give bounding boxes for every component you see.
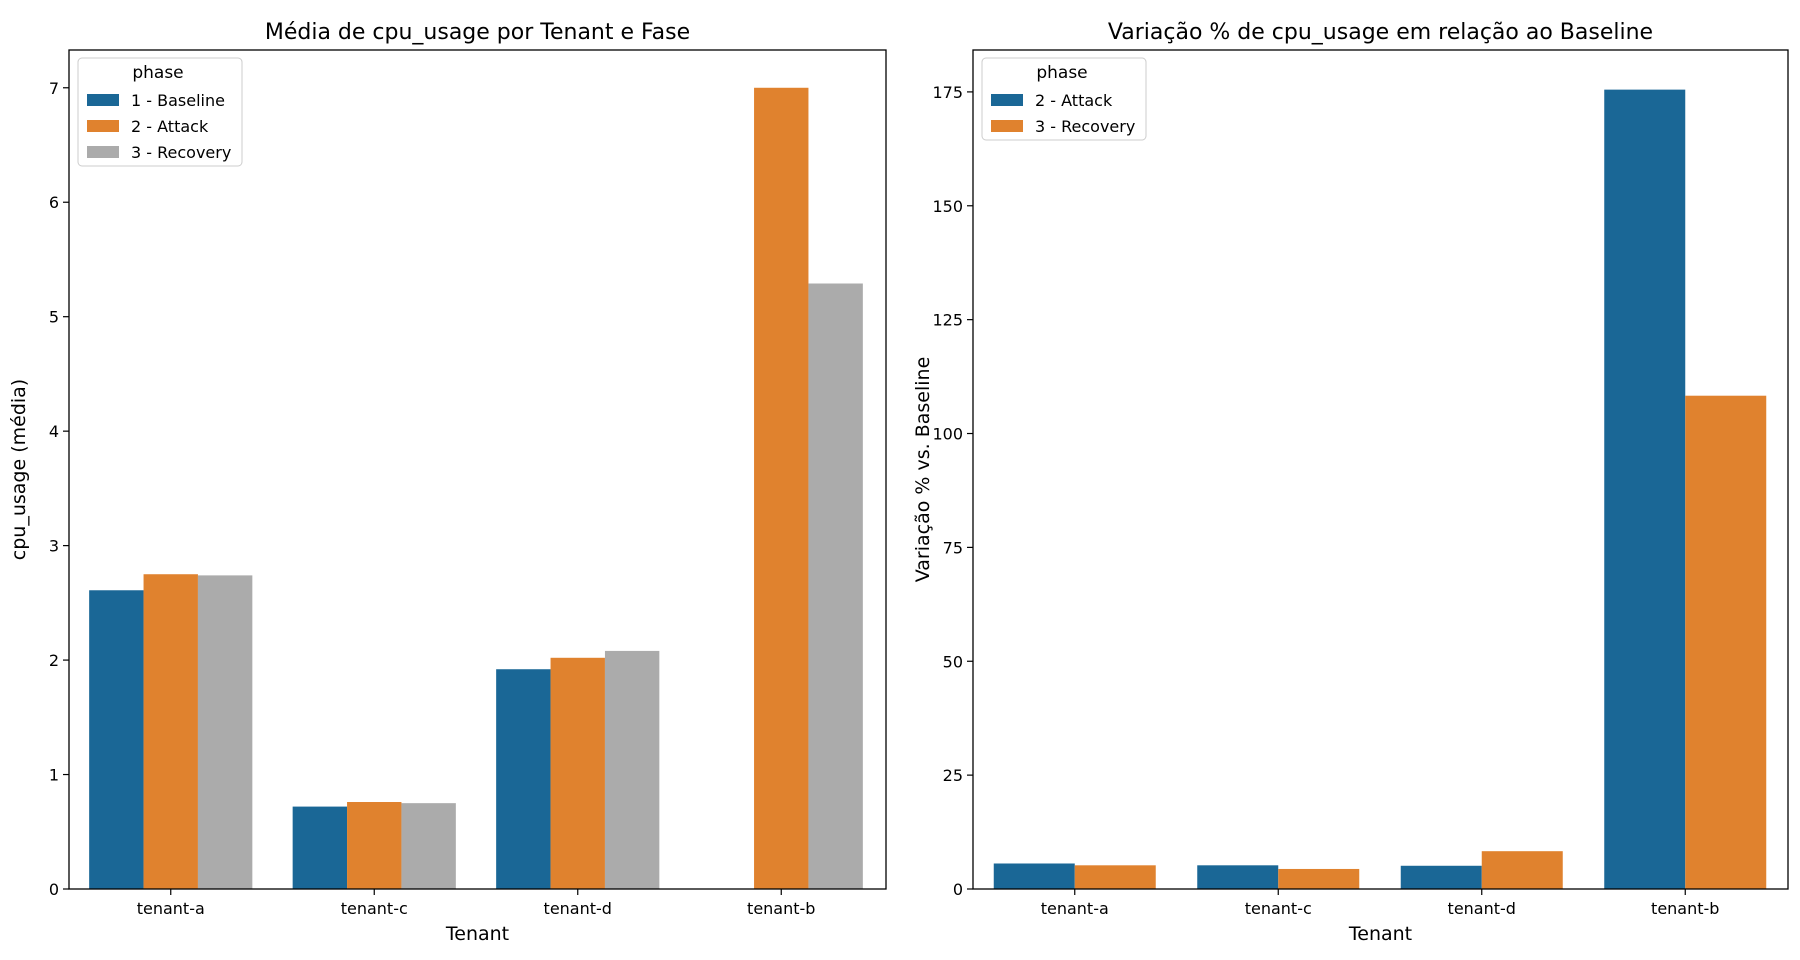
bar xyxy=(550,657,605,889)
legend-title: phase xyxy=(132,63,183,83)
legend-swatch xyxy=(87,146,119,158)
bar xyxy=(1685,395,1767,889)
bar xyxy=(604,650,660,889)
legend-swatch xyxy=(87,94,119,106)
bar xyxy=(808,283,863,889)
y-tick-label: 175 xyxy=(932,83,963,102)
bar xyxy=(1278,868,1360,889)
bar xyxy=(197,575,253,889)
chart-2: 0 25 50 75 100 125 150 175 tenant-a tenant-c tenan… xyxy=(912,20,1789,945)
y-axis-label: cpu_usage (média) xyxy=(8,379,30,560)
chart-1: 0 1 2 3 4 5 6 7 tenant-a tenant-c tenant-d tenant-b… xyxy=(8,20,887,945)
y-tick-label: 50 xyxy=(943,652,963,671)
x-tick-label: tenant-b xyxy=(747,899,815,918)
legend-label: 3 - Recovery xyxy=(131,143,231,162)
y-tick-label: 4 xyxy=(49,422,59,441)
x-tick-label: tenant-d xyxy=(1448,899,1516,918)
y-tick-label: 3 xyxy=(49,537,59,556)
y-tick-label: 0 xyxy=(49,880,59,899)
legend-label: 3 - Recovery xyxy=(1035,117,1135,136)
x-axis-label: Tenant xyxy=(1348,923,1412,945)
y-tick-label: 6 xyxy=(49,193,59,212)
bar xyxy=(496,669,551,889)
legend-title: phase xyxy=(1036,63,1087,83)
bar xyxy=(1604,89,1686,889)
legend-box xyxy=(77,57,243,167)
y-tick-label: 2 xyxy=(49,651,59,670)
y-tick-label: 0 xyxy=(953,880,963,899)
chart-title: Média de cpu_usage por Tenant e Fase xyxy=(265,20,690,45)
y-tick-label: 7 xyxy=(49,79,59,98)
legend-label: 2 - Attack xyxy=(1035,91,1113,110)
bar xyxy=(1197,865,1279,889)
chart-title: Variação % de cpu_usage em relação ao Ba… xyxy=(1108,20,1653,45)
legend-swatch xyxy=(87,120,119,132)
legend-label: 2 - Attack xyxy=(131,117,209,136)
y-axis-label: Variação % vs. Baseline xyxy=(912,357,934,583)
legend: phase 2 - Attack 3 - Recovery xyxy=(981,57,1147,141)
legend-label: 1 - Baseline xyxy=(131,91,225,110)
plot-frame xyxy=(68,49,887,890)
legend: phase 1 - Baseline 2 - Attack 3 - Recovery xyxy=(77,57,243,167)
bar xyxy=(401,803,456,889)
bar xyxy=(143,574,198,889)
bar xyxy=(754,87,809,889)
x-tick-label: tenant-a xyxy=(137,899,205,918)
bar xyxy=(993,863,1075,889)
bar xyxy=(89,590,144,889)
x-tick-label: tenant-b xyxy=(1651,899,1719,918)
y-tick-label: 1 xyxy=(49,766,59,785)
bar xyxy=(1400,865,1482,889)
y-tick-label: 100 xyxy=(932,425,963,444)
x-axis-label: Tenant xyxy=(445,923,509,945)
y-tick-label: 150 xyxy=(932,197,963,216)
x-tick-label: tenant-c xyxy=(1245,899,1312,918)
y-tick-label: 125 xyxy=(932,311,963,330)
x-tick-label: tenant-a xyxy=(1041,899,1109,918)
legend-swatch xyxy=(991,94,1023,106)
legend-box xyxy=(981,57,1147,141)
legend-swatch xyxy=(991,120,1023,132)
y-tick-label: 75 xyxy=(943,538,963,557)
bar xyxy=(1074,865,1156,889)
plot-frame xyxy=(972,49,1789,890)
bar xyxy=(292,806,348,889)
y-tick-label: 5 xyxy=(49,308,59,327)
y-tick-label: 25 xyxy=(943,766,963,785)
x-tick-label: tenant-d xyxy=(544,899,612,918)
x-tick-label: tenant-c xyxy=(341,899,408,918)
bar xyxy=(347,802,402,889)
bar xyxy=(1481,851,1563,889)
